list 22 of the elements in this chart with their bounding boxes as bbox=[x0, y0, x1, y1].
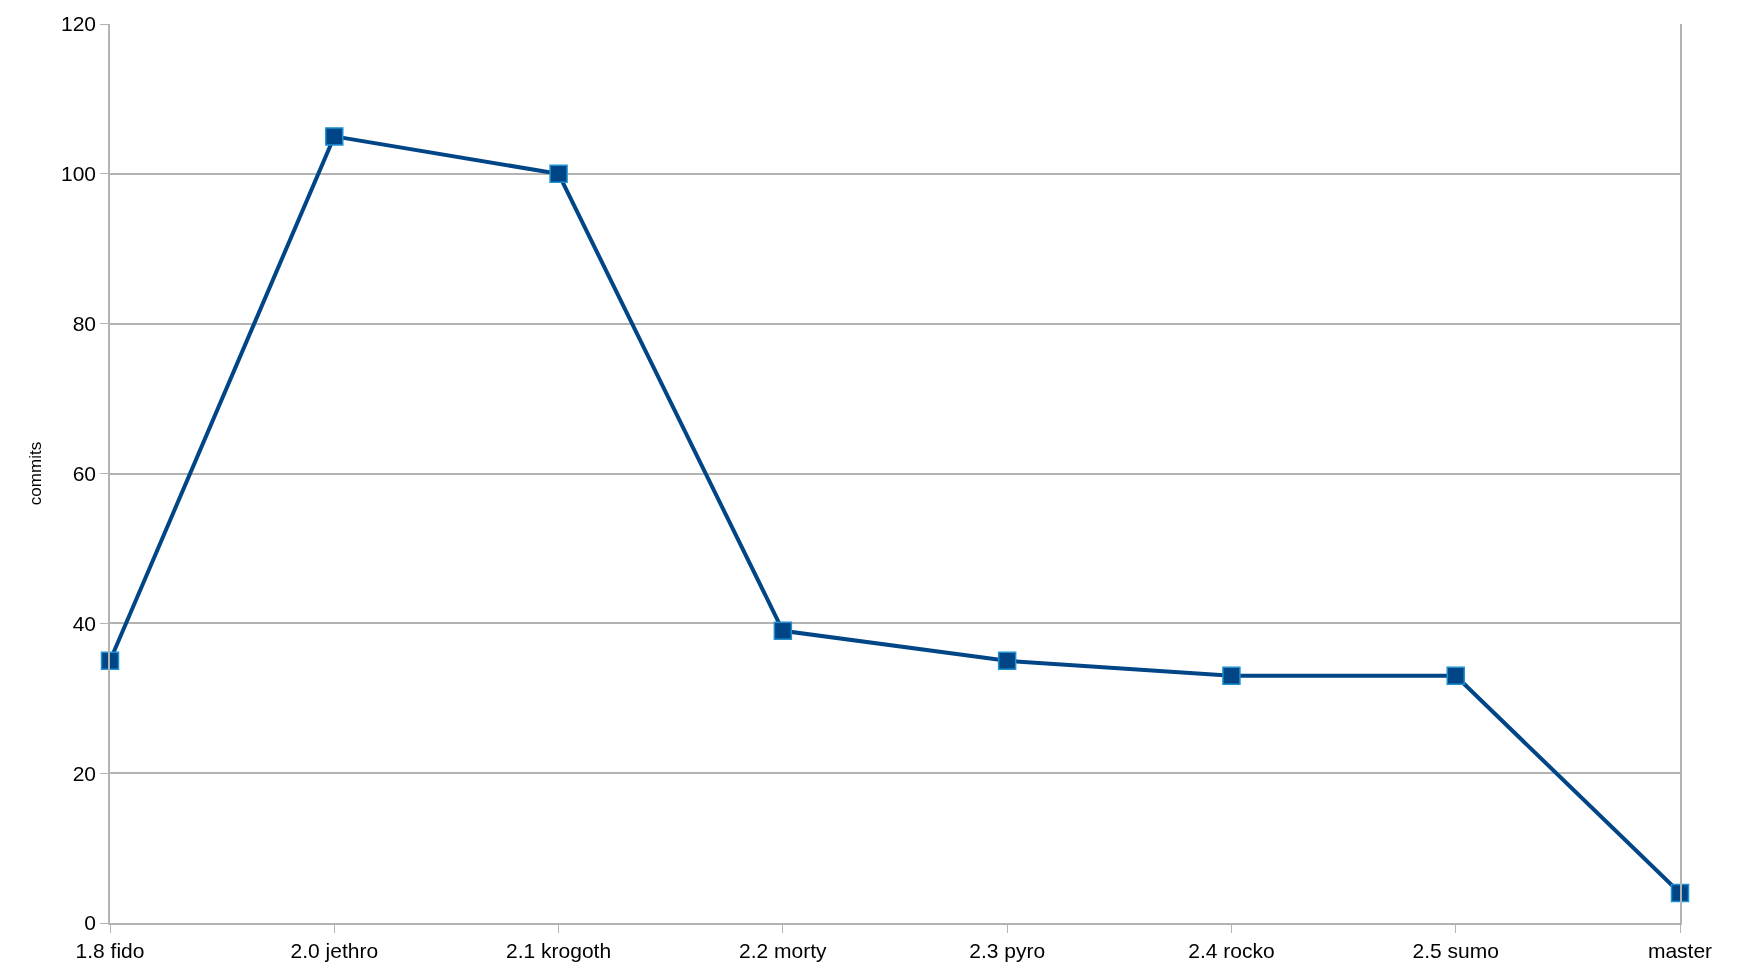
point bbox=[773, 621, 793, 641]
point bbox=[1446, 666, 1465, 686]
y-tick-label: 40 bbox=[72, 611, 97, 635]
x-tick-label: master bbox=[1647, 938, 1713, 962]
x-tick-label: 2.3 pyro bbox=[969, 938, 1046, 962]
y-tick-label: 100 bbox=[61, 162, 97, 186]
x-tick-label: 1.8 fido bbox=[75, 938, 145, 962]
x-tick-label: 2.2 morty bbox=[739, 938, 828, 962]
y-axis-title: commits bbox=[26, 441, 46, 506]
y-tick-label: 20 bbox=[72, 761, 97, 785]
y-tick-label: 0 bbox=[84, 911, 97, 935]
point bbox=[997, 651, 1017, 671]
x-tick-label: 2.1 krogoth bbox=[506, 938, 612, 962]
y-tick-label: 80 bbox=[72, 312, 97, 336]
x-tick-label: 2.4 rocko bbox=[1188, 938, 1275, 962]
point bbox=[325, 127, 344, 146]
y-tick-label: 120 bbox=[61, 12, 97, 36]
point bbox=[1222, 666, 1241, 686]
x-tick-label: 2.5 sumo bbox=[1412, 938, 1499, 962]
point bbox=[549, 164, 568, 184]
x-tick-label: 2.0 jethro bbox=[290, 938, 379, 962]
y-tick-label: 60 bbox=[72, 461, 97, 485]
